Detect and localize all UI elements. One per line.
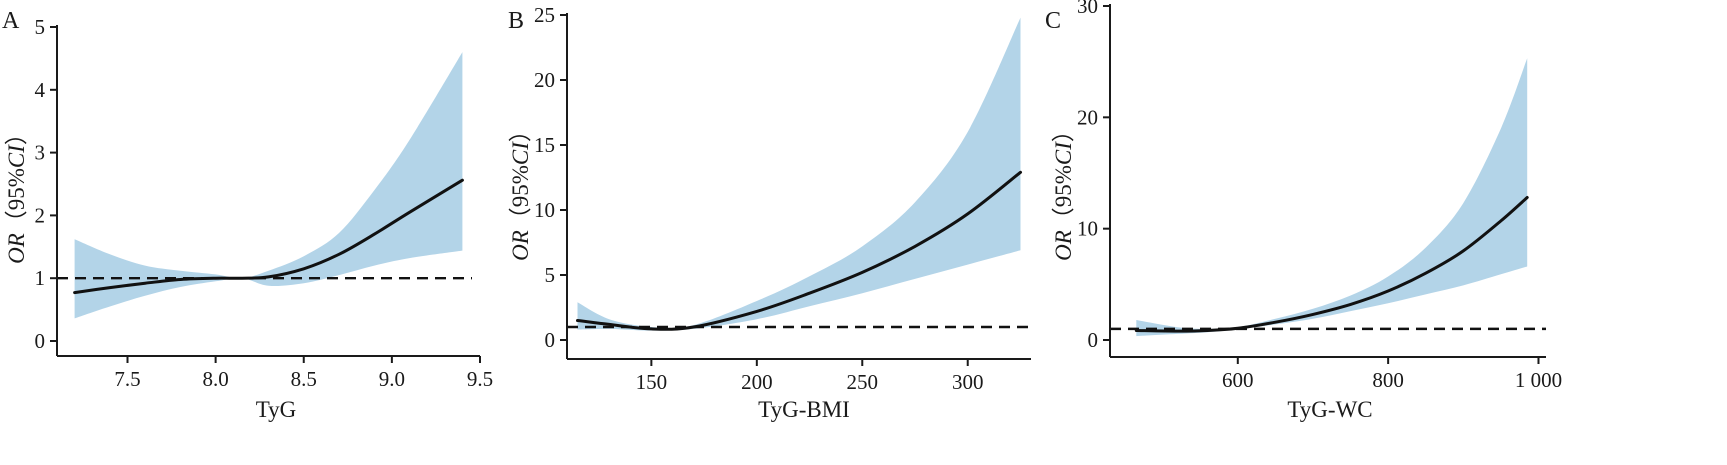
panel-b-y-axis-close: ） (508, 119, 533, 142)
y-tick-label-a: 2 (35, 203, 46, 227)
x-tick-label-a: 8.5 (291, 367, 317, 391)
panel-b-letter: B (508, 8, 524, 34)
y-tick-label-a: 4 (35, 78, 46, 102)
y-tick-label-c: 10 (1077, 217, 1098, 241)
panel-a-y-axis-ci: CI (4, 144, 29, 168)
panel-a-curve-layer (73, 178, 464, 295)
y-tick-label-c: 0 (1088, 328, 1099, 352)
y-tick-label-b: 5 (545, 263, 556, 287)
y-tick-label-b: 15 (534, 133, 555, 157)
panel-c-y-axis-paren: （95% (1051, 165, 1076, 230)
panel-c-y-axis-or: OR (1051, 230, 1076, 261)
x-tick-label-c: 600 (1222, 368, 1254, 392)
panel-b-y-axis-or: OR (508, 230, 533, 261)
panel-c-y-axis-close: ） (1051, 119, 1076, 142)
x-tick-label-a: 8.0 (203, 367, 229, 391)
panel-b-y-axis-title: OR（95%CI） (508, 119, 533, 261)
panel-c-letter: C (1045, 8, 1061, 34)
y-tick-label-a: 3 (35, 141, 46, 165)
x-tick-label-a: 7.5 (114, 367, 140, 391)
y-tick-label-b: 0 (545, 328, 556, 352)
panel-a-y-axis-close: ） (4, 122, 29, 145)
panel-c: C 0 10 20 30 600 800 1 000 TyG-WC OR（95%CI） (1045, 0, 1562, 422)
x-tick-label-b: 250 (847, 370, 879, 394)
panel-a-x-axis-title: TyG (256, 397, 297, 422)
panel-a-ci-band-layer (74, 52, 463, 319)
x-tick-label-a: 9.5 (467, 367, 493, 391)
x-tick-label-b: 150 (636, 370, 668, 394)
y-tick-label-c: 20 (1077, 105, 1098, 129)
panel-a-y-axis-or: OR (4, 233, 29, 264)
y-tick-label-a: 5 (35, 15, 46, 39)
ci-band-b (577, 17, 1021, 331)
y-tick-label-a: 0 (35, 329, 46, 353)
panel-c-axes-layer: 0 10 20 30 600 800 1 000 (1077, 0, 1562, 392)
or-curve-c (1134, 196, 1529, 333)
panel-a-axes-layer: 0 1 2 3 4 5 7.5 8.0 8.5 9.0 9.5 (35, 15, 494, 391)
panel-a: A 0 1 2 3 4 5 7.5 8.0 8.5 9.0 9.5 TyG OR（95%CI） (2, 8, 493, 422)
panel-b-y-axis-paren: （95% (508, 165, 533, 230)
panel-b-curve-layer (576, 170, 1022, 331)
y-tick-label-b: 20 (534, 68, 555, 92)
or-curve-b (576, 170, 1022, 331)
panel-c-curve-layer (1134, 196, 1529, 333)
panel-b-axes-layer: 0 5 10 15 20 25 150 200 250 300 (534, 3, 1031, 394)
panel-c-ci-band-layer (1136, 58, 1528, 337)
x-tick-label-a: 9.0 (379, 367, 405, 391)
x-tick-label-b: 300 (952, 370, 984, 394)
ci-band-a (74, 52, 463, 319)
panel-c-x-axis-title: TyG-WC (1287, 397, 1372, 422)
panel-b-ci-band-layer (577, 17, 1021, 331)
y-tick-label-b: 10 (534, 198, 555, 222)
panel-b: B 0 5 10 15 20 25 150 200 250 300 TyG-BMI OR（95%C… (508, 3, 1031, 422)
panel-a-letter: A (2, 8, 20, 34)
ci-band-c (1136, 58, 1528, 337)
x-tick-label-c: 800 (1372, 368, 1404, 392)
panel-a-y-axis-title: OR（95%CI） (4, 122, 29, 264)
panel-c-y-axis-ci: CI (1051, 141, 1076, 165)
panel-b-x-axis-title: TyG-BMI (758, 397, 850, 422)
y-tick-label-b: 25 (534, 3, 555, 27)
panel-c-y-axis-title: OR（95%CI） (1051, 119, 1076, 261)
panel-a-y-axis-paren: （95% (4, 168, 29, 233)
y-tick-label-c: 30 (1077, 0, 1098, 18)
x-tick-label-b: 200 (741, 370, 773, 394)
y-tick-label-a: 1 (35, 266, 46, 290)
or-curve-a (73, 178, 464, 295)
x-tick-label-c: 1 000 (1515, 368, 1562, 392)
panel-b-y-axis-ci: CI (508, 141, 533, 165)
